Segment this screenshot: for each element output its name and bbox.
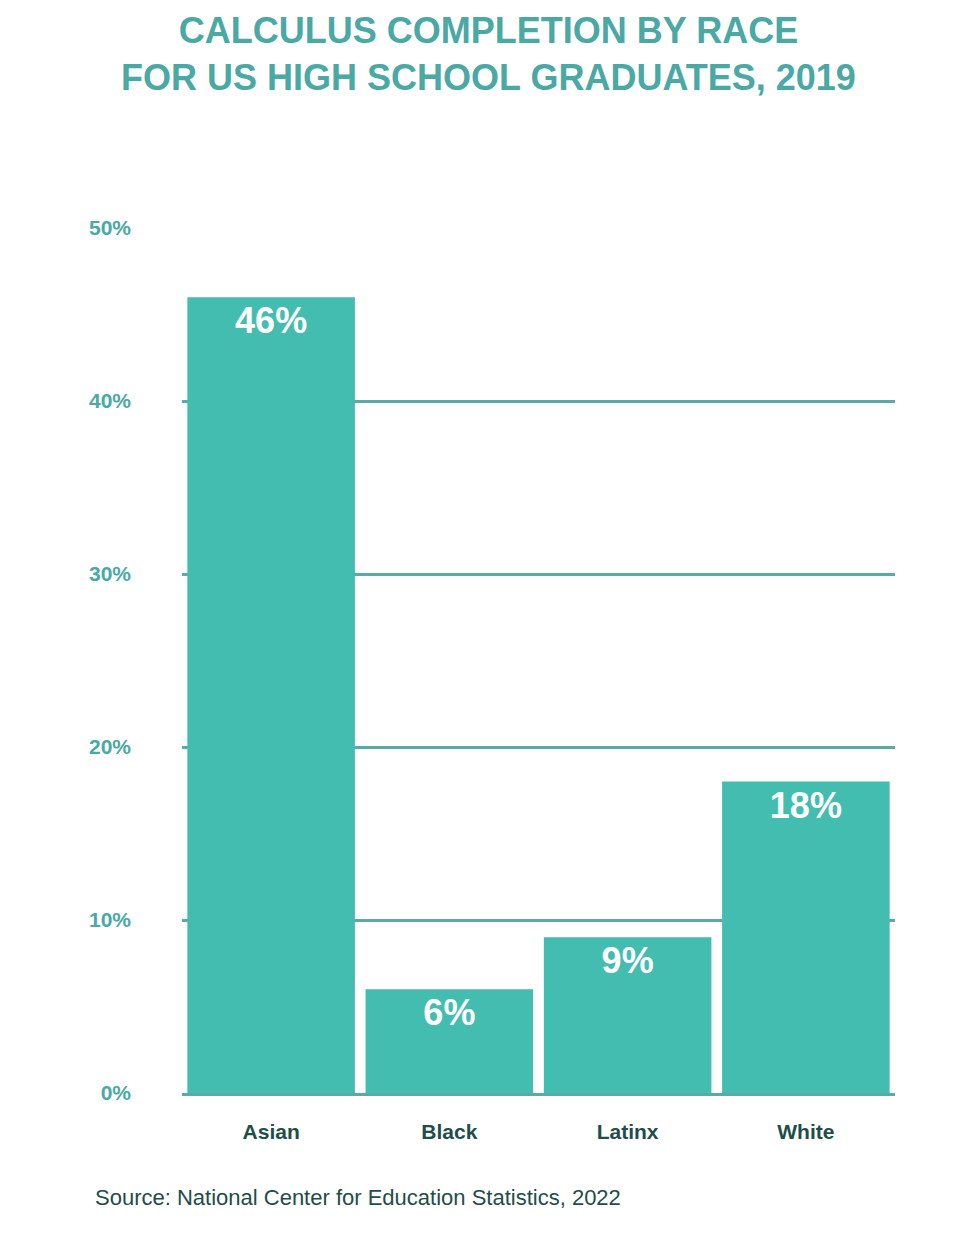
svg-text:Source: National Center for Ed: Source: National Center for Education St… (95, 1185, 621, 1210)
svg-text:White: White (777, 1120, 834, 1143)
svg-text:Asian: Asian (243, 1120, 300, 1143)
svg-text:6%: 6% (423, 992, 475, 1033)
svg-text:0%: 0% (101, 1081, 132, 1104)
svg-text:9%: 9% (602, 940, 654, 981)
svg-text:Latinx: Latinx (597, 1120, 659, 1143)
svg-text:20%: 20% (89, 735, 131, 758)
svg-text:18%: 18% (770, 785, 842, 826)
svg-text:46%: 46% (235, 300, 307, 341)
svg-text:CALCULUS COMPLETION BY RACEFOR: CALCULUS COMPLETION BY RACEFOR US HIGH S… (121, 10, 856, 98)
svg-text:10%: 10% (89, 908, 131, 931)
svg-text:Black: Black (421, 1120, 477, 1143)
svg-text:30%: 30% (89, 562, 131, 585)
svg-text:50%: 50% (89, 216, 131, 239)
svg-text:40%: 40% (89, 389, 131, 412)
